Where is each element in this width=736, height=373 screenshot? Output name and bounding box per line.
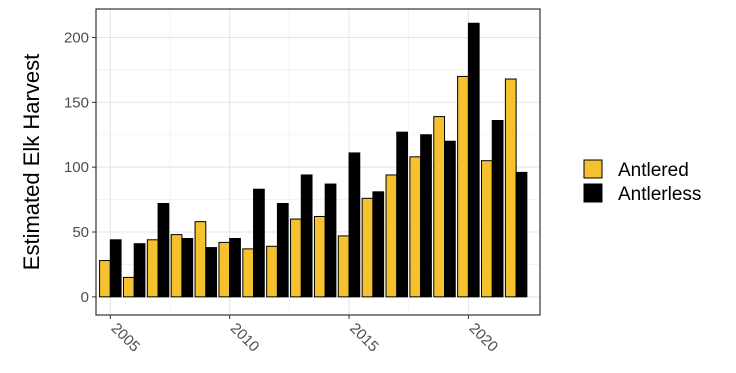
y-tick-label: 200 [64,30,89,47]
legend-label-antlered: Antlered [618,160,689,181]
bar-antlered-2016 [361,197,374,298]
y-tick-label: 100 [64,159,89,176]
y-tick-label: 50 [72,224,89,241]
bar-antlerless-2008 [181,238,194,298]
legend-label-antlerless: Antlerless [618,184,701,205]
legend: Antlered Antlerless [583,159,701,205]
x-tick-label: 2020 [466,320,502,356]
bars [99,22,528,298]
plot-panel-border [95,8,541,316]
bar-antlerless-2020 [467,22,480,298]
bar-antlered-2009 [194,221,207,298]
y-axis-title: Estimated Elk Harvest [19,54,44,270]
bar-antlerless-2021 [491,120,504,298]
bar-antlered-2022 [504,78,517,298]
bar-antlerless-2014 [324,183,337,298]
bar-antlered-2020 [457,75,469,298]
bar-antlerless-2015 [348,152,361,298]
bar-antlered-2007 [146,239,159,298]
bar-antlerless-2007 [157,202,170,298]
bar-antlered-2021 [481,160,493,298]
bar-antlerless-2022 [515,171,528,298]
bar-antlered-2008 [170,234,183,298]
bar-antlered-2018 [409,156,422,298]
legend-key-antlerless [583,183,603,203]
x-tick-label: 2015 [346,320,382,356]
y-tick-label: 150 [64,94,89,111]
bar-antlered-2012 [266,245,278,298]
bar-antlered-2019 [433,116,446,298]
bar-antlered-2010 [218,241,231,298]
bar-antlerless-2009 [205,247,218,298]
x-tick-label: 2005 [107,320,143,356]
y-tick-label: 0 [81,289,89,306]
bar-antlered-2013 [290,218,302,298]
bar-antlerless-2011 [253,188,265,298]
bar-antlerless-2010 [229,238,241,298]
bar-antlered-2006 [122,276,135,298]
bar-antlered-2011 [242,248,255,298]
bar-antlerless-2017 [396,131,409,298]
bar-antlerless-2019 [444,140,456,298]
bar-antlerless-2005 [109,239,122,298]
bar-antlerless-2018 [420,134,432,298]
bar-antlered-2017 [385,174,398,298]
legend-key-antlered [583,159,603,179]
bar-antlerless-2016 [372,191,385,298]
x-tick-label: 2010 [227,320,263,356]
bar-antlerless-2012 [276,202,289,298]
bar-antlered-2014 [313,215,326,298]
bar-antlered-2015 [337,235,350,298]
bar-antlered-2005 [99,260,111,298]
bar-antlerless-2013 [300,174,313,298]
bar-antlerless-2006 [133,243,146,298]
